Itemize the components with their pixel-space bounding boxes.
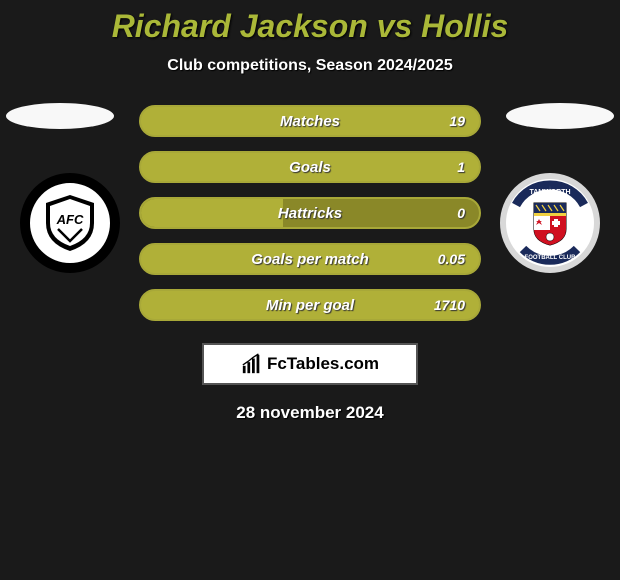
stat-value: 1 [457,159,465,175]
stat-row-goals-per-match: Goals per match 0.05 [139,243,481,275]
left-team-badge: AFC [20,173,120,273]
comparison-content: AFC TAMWORTH FOOTBALL CLUB Matches 19 [0,105,620,423]
stat-label: Matches [280,113,340,130]
right-team-badge: TAMWORTH FOOTBALL CLUB [500,173,600,273]
chart-icon [241,353,263,375]
stat-label: Goals [289,159,331,176]
comparison-title: Richard Jackson vs Hollis [0,0,620,45]
stat-row-goals: Goals 1 [139,151,481,183]
stat-label: Min per goal [266,297,354,314]
tamworth-shield-icon: TAMWORTH FOOTBALL CLUB [506,179,594,267]
left-ellipse [6,103,114,129]
stat-label: Hattricks [278,205,342,222]
svg-text:AFC: AFC [56,212,84,227]
brand-box: FcTables.com [202,343,418,385]
stat-row-matches: Matches 19 [139,105,481,137]
stat-value: 0.05 [438,251,465,267]
stat-row-min-per-goal: Min per goal 1710 [139,289,481,321]
brand-text: FcTables.com [267,354,379,374]
stats-list: Matches 19 Goals 1 Hattricks 0 Goals per… [139,105,481,321]
comparison-subtitle: Club competitions, Season 2024/2025 [0,57,620,75]
right-ellipse [506,103,614,129]
stat-value: 0 [457,205,465,221]
stat-row-hattricks: Hattricks 0 [139,197,481,229]
stat-value: 1710 [434,297,465,313]
date-text: 28 november 2024 [0,403,620,423]
stat-fill [141,199,283,227]
afc-shield-icon: AFC [38,191,102,255]
stat-label: Goals per match [251,251,369,268]
stat-value: 19 [449,113,465,129]
svg-text:TAMWORTH: TAMWORTH [529,189,570,196]
svg-text:FOOTBALL CLUB: FOOTBALL CLUB [525,255,577,261]
